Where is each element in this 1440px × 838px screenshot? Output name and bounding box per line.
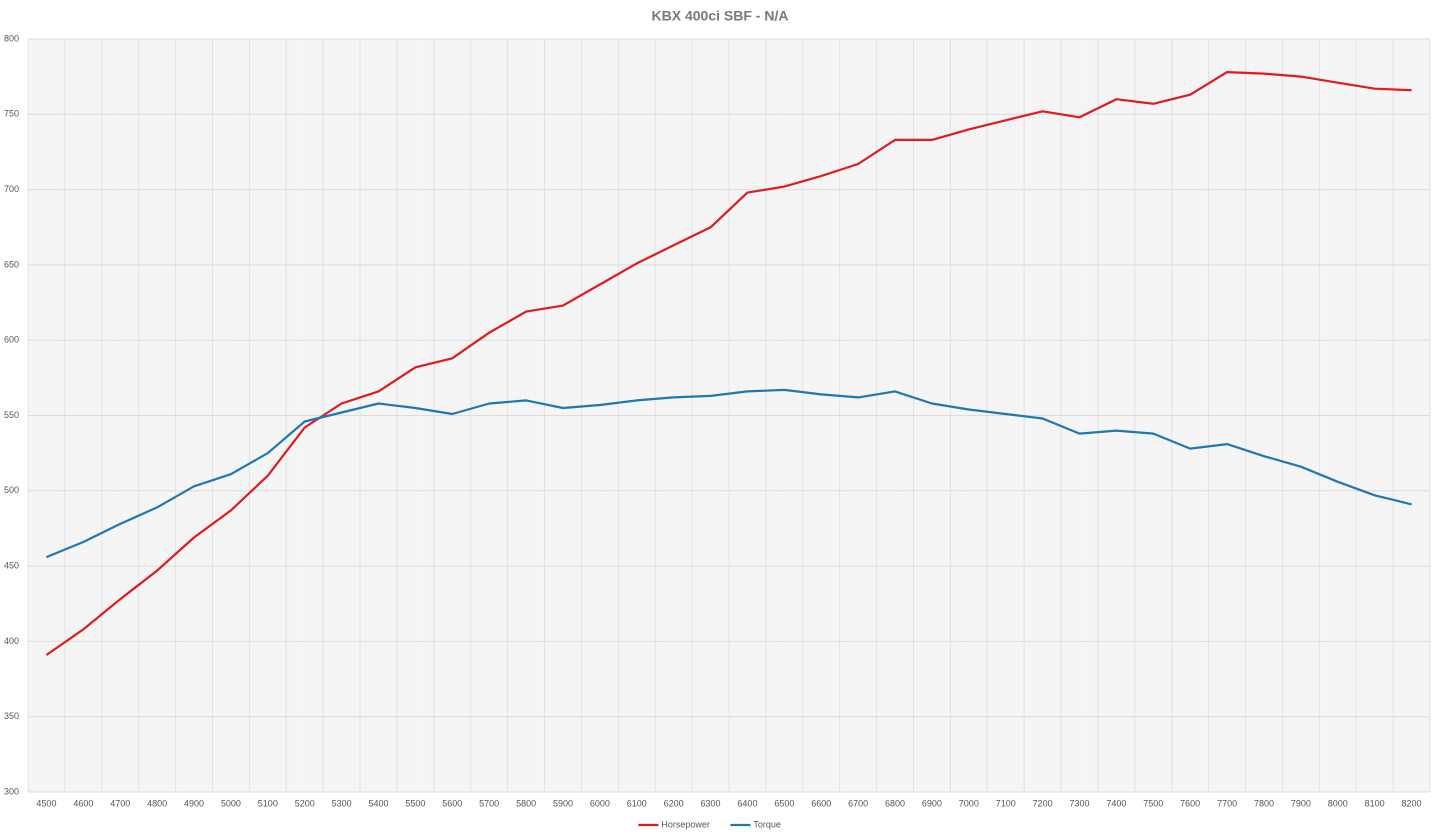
x-tick-label: 6800 <box>885 798 905 808</box>
x-tick-label: 6100 <box>627 798 647 808</box>
y-tick-label: 300 <box>4 786 19 796</box>
x-tick-label: 7000 <box>959 798 979 808</box>
y-tick-label: 750 <box>4 109 19 119</box>
x-tick-label: 5800 <box>516 798 536 808</box>
line-series <box>45 388 1412 559</box>
y-tick-label: 800 <box>4 33 19 43</box>
x-tick-label: 6700 <box>848 798 868 808</box>
legend-label: Torque <box>753 819 781 829</box>
y-tick-label: 350 <box>4 711 19 721</box>
line-series <box>45 70 1412 656</box>
x-tick-label: 6600 <box>811 798 831 808</box>
y-tick-label: 550 <box>4 410 19 420</box>
x-tick-label: 6300 <box>701 798 721 808</box>
x-tick-label: 4800 <box>147 798 167 808</box>
x-tick-label: 6400 <box>737 798 757 808</box>
x-tick-label: 4900 <box>184 798 204 808</box>
chart-title: KBX 400ci SBF - N/A <box>652 8 789 24</box>
x-tick-label: 7100 <box>996 798 1016 808</box>
x-tick-label: 8100 <box>1365 798 1385 808</box>
y-tick-label: 500 <box>4 485 19 495</box>
x-tick-label: 5300 <box>332 798 352 808</box>
x-tick-label: 8000 <box>1328 798 1348 808</box>
y-tick-label: 600 <box>4 335 19 345</box>
x-tick-label: 6200 <box>664 798 684 808</box>
x-tick-label: 7500 <box>1143 798 1163 808</box>
x-tick-label: 6000 <box>590 798 610 808</box>
x-tick-label: 4500 <box>36 798 56 808</box>
x-tick-label: 8200 <box>1402 798 1422 808</box>
x-tick-label: 5100 <box>258 798 278 808</box>
x-tick-label: 7300 <box>1069 798 1089 808</box>
y-tick-label: 450 <box>4 560 19 570</box>
x-tick-label: 5200 <box>295 798 315 808</box>
x-tick-label: 6900 <box>922 798 942 808</box>
x-tick-label: 5400 <box>368 798 388 808</box>
x-tick-label: 4600 <box>73 798 93 808</box>
x-tick-label: 7400 <box>1106 798 1126 808</box>
x-tick-label: 7900 <box>1291 798 1311 808</box>
x-tick-label: 4700 <box>110 798 130 808</box>
x-tick-label: 7200 <box>1033 798 1053 808</box>
y-tick-label: 400 <box>4 636 19 646</box>
y-tick-label: 650 <box>4 259 19 269</box>
x-tick-label: 5000 <box>221 798 241 808</box>
x-tick-label: 5600 <box>442 798 462 808</box>
x-tick-label: 5900 <box>553 798 573 808</box>
x-tick-label: 5700 <box>479 798 499 808</box>
legend-label: Horsepower <box>661 819 710 829</box>
x-tick-label: 7600 <box>1180 798 1200 808</box>
x-tick-label: 7800 <box>1254 798 1274 808</box>
x-tick-label: 7700 <box>1217 798 1237 808</box>
x-tick-label: 6500 <box>774 798 794 808</box>
y-tick-label: 700 <box>4 184 19 194</box>
x-tick-label: 5500 <box>405 798 425 808</box>
